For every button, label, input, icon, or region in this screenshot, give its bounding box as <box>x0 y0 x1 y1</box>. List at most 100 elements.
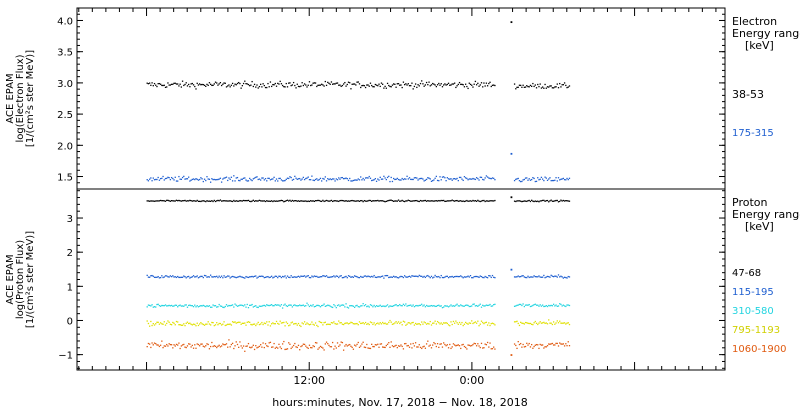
data-point-1-1-0 <box>296 276 298 278</box>
data-point-1-2-0 <box>463 305 466 307</box>
data-point-1-2-0 <box>277 304 279 306</box>
data-point-0-1-0 <box>151 180 153 182</box>
data-point-1-4-1 <box>552 344 555 346</box>
y-axis-label-1-0: ACE EPAM <box>5 254 16 304</box>
legend-entry-1-3: 795-1193 <box>732 325 780 336</box>
data-point-1-4-0 <box>222 343 224 345</box>
data-point-1-3-0 <box>173 322 175 324</box>
data-point-1-2-0 <box>174 304 176 306</box>
data-point-0-0-0 <box>393 83 395 85</box>
data-point-1-2-0 <box>322 304 324 307</box>
data-point-0-1-0 <box>147 180 150 182</box>
data-point-1-0-0 <box>180 200 183 202</box>
data-point-1-2-0 <box>319 306 322 308</box>
data-point-1-0-1 <box>516 200 518 202</box>
data-point-1-3-0 <box>445 322 447 324</box>
data-point-1-1-0 <box>279 275 281 278</box>
data-point-1-4-0 <box>325 341 328 343</box>
data-point-1-4-0 <box>335 347 337 349</box>
data-point-1-4-0 <box>192 347 195 349</box>
data-point-1-2-1 <box>538 305 540 307</box>
data-point-1-2-0 <box>424 306 427 308</box>
data-point-1-3-0 <box>350 321 352 323</box>
data-point-0-0-0 <box>319 84 322 86</box>
data-point-1-2-0 <box>312 304 314 306</box>
data-point-0-0-1 <box>529 84 532 87</box>
data-point-1-3-0 <box>260 323 262 325</box>
data-point-0-0-0 <box>371 84 373 87</box>
data-point-1-4-0 <box>433 341 435 344</box>
data-point-1-1-0 <box>241 276 244 278</box>
data-point-1-1-1 <box>520 275 522 278</box>
data-point-1-1-0 <box>278 275 280 277</box>
data-point-1-4-0 <box>488 346 490 348</box>
data-point-1-1-1 <box>566 277 568 279</box>
data-point-1-3-0 <box>384 322 386 324</box>
data-point-1-0-0 <box>157 200 159 202</box>
data-point-0-0-0 <box>405 83 407 85</box>
data-point-1-3-1 <box>535 322 538 324</box>
data-point-1-1-0 <box>200 275 202 278</box>
data-point-0-1-0 <box>461 178 463 180</box>
data-point-1-1-0 <box>456 275 458 278</box>
data-point-1-1-0 <box>405 276 407 278</box>
data-point-0-0-0 <box>486 85 489 87</box>
data-point-0-1-0 <box>488 177 490 179</box>
data-point-0-0-0 <box>300 85 302 87</box>
data-point-1-0-1 <box>567 200 569 202</box>
data-point-1-4-0 <box>203 346 206 348</box>
data-point-1-1-0 <box>322 275 324 277</box>
data-point-1-3-0 <box>389 319 391 322</box>
data-point-0-1-0 <box>219 177 222 179</box>
data-point-1-4-0 <box>485 344 488 346</box>
data-point-1-4-0 <box>452 343 455 345</box>
data-point-1-1-0 <box>190 276 192 278</box>
data-point-1-0-0 <box>146 200 148 202</box>
data-point-0-0-0 <box>357 81 359 83</box>
panel-frame-0 <box>76 7 726 190</box>
data-point-1-0-0 <box>408 200 411 202</box>
data-point-1-3-0 <box>157 321 159 323</box>
data-point-1-2-1 <box>550 304 552 307</box>
data-point-1-3-0 <box>207 321 209 323</box>
data-point-0-0-0 <box>350 88 352 90</box>
data-point-1-3-0 <box>261 321 263 324</box>
data-point-1-2-0 <box>288 304 290 306</box>
data-point-1-0-0 <box>402 200 405 202</box>
data-point-0-1-0 <box>183 175 185 178</box>
data-point-1-1-0 <box>347 275 350 277</box>
data-point-0-1-0 <box>471 178 473 180</box>
data-point-0-0-0 <box>411 82 413 84</box>
data-point-1-1-1 <box>518 276 521 278</box>
data-point-0-1-0 <box>197 179 200 181</box>
outlier-point-0-1-0 <box>510 152 513 155</box>
data-point-1-1-0 <box>175 276 178 279</box>
data-point-1-1-0 <box>490 276 492 279</box>
data-point-0-0-0 <box>478 85 480 87</box>
data-point-1-1-0 <box>433 276 435 278</box>
legend-entry-1-2: 310-580 <box>732 306 774 317</box>
data-point-0-1-0 <box>184 178 186 180</box>
data-point-0-0-0 <box>222 83 224 85</box>
data-point-0-0-0 <box>323 85 325 87</box>
data-point-1-1-0 <box>340 275 342 277</box>
data-point-1-2-0 <box>361 305 363 307</box>
data-point-1-1-0 <box>339 275 341 277</box>
data-point-0-1-0 <box>231 180 234 182</box>
data-point-1-3-0 <box>436 320 439 323</box>
data-point-1-3-0 <box>147 322 150 325</box>
data-point-0-0-0 <box>472 86 474 88</box>
data-point-0-1-0 <box>443 176 445 178</box>
data-point-1-4-0 <box>368 347 370 349</box>
data-point-1-3-0 <box>335 323 337 325</box>
data-point-0-0-0 <box>450 84 452 86</box>
data-point-1-2-0 <box>340 304 342 306</box>
data-point-1-1-0 <box>372 276 374 278</box>
data-point-0-0-1 <box>538 85 540 88</box>
data-point-1-1-0 <box>233 276 235 278</box>
data-point-1-2-0 <box>430 304 433 307</box>
data-point-1-3-0 <box>242 322 245 324</box>
data-point-1-0-0 <box>150 200 152 202</box>
data-point-1-2-1 <box>556 305 558 307</box>
data-point-1-2-1 <box>518 303 521 306</box>
